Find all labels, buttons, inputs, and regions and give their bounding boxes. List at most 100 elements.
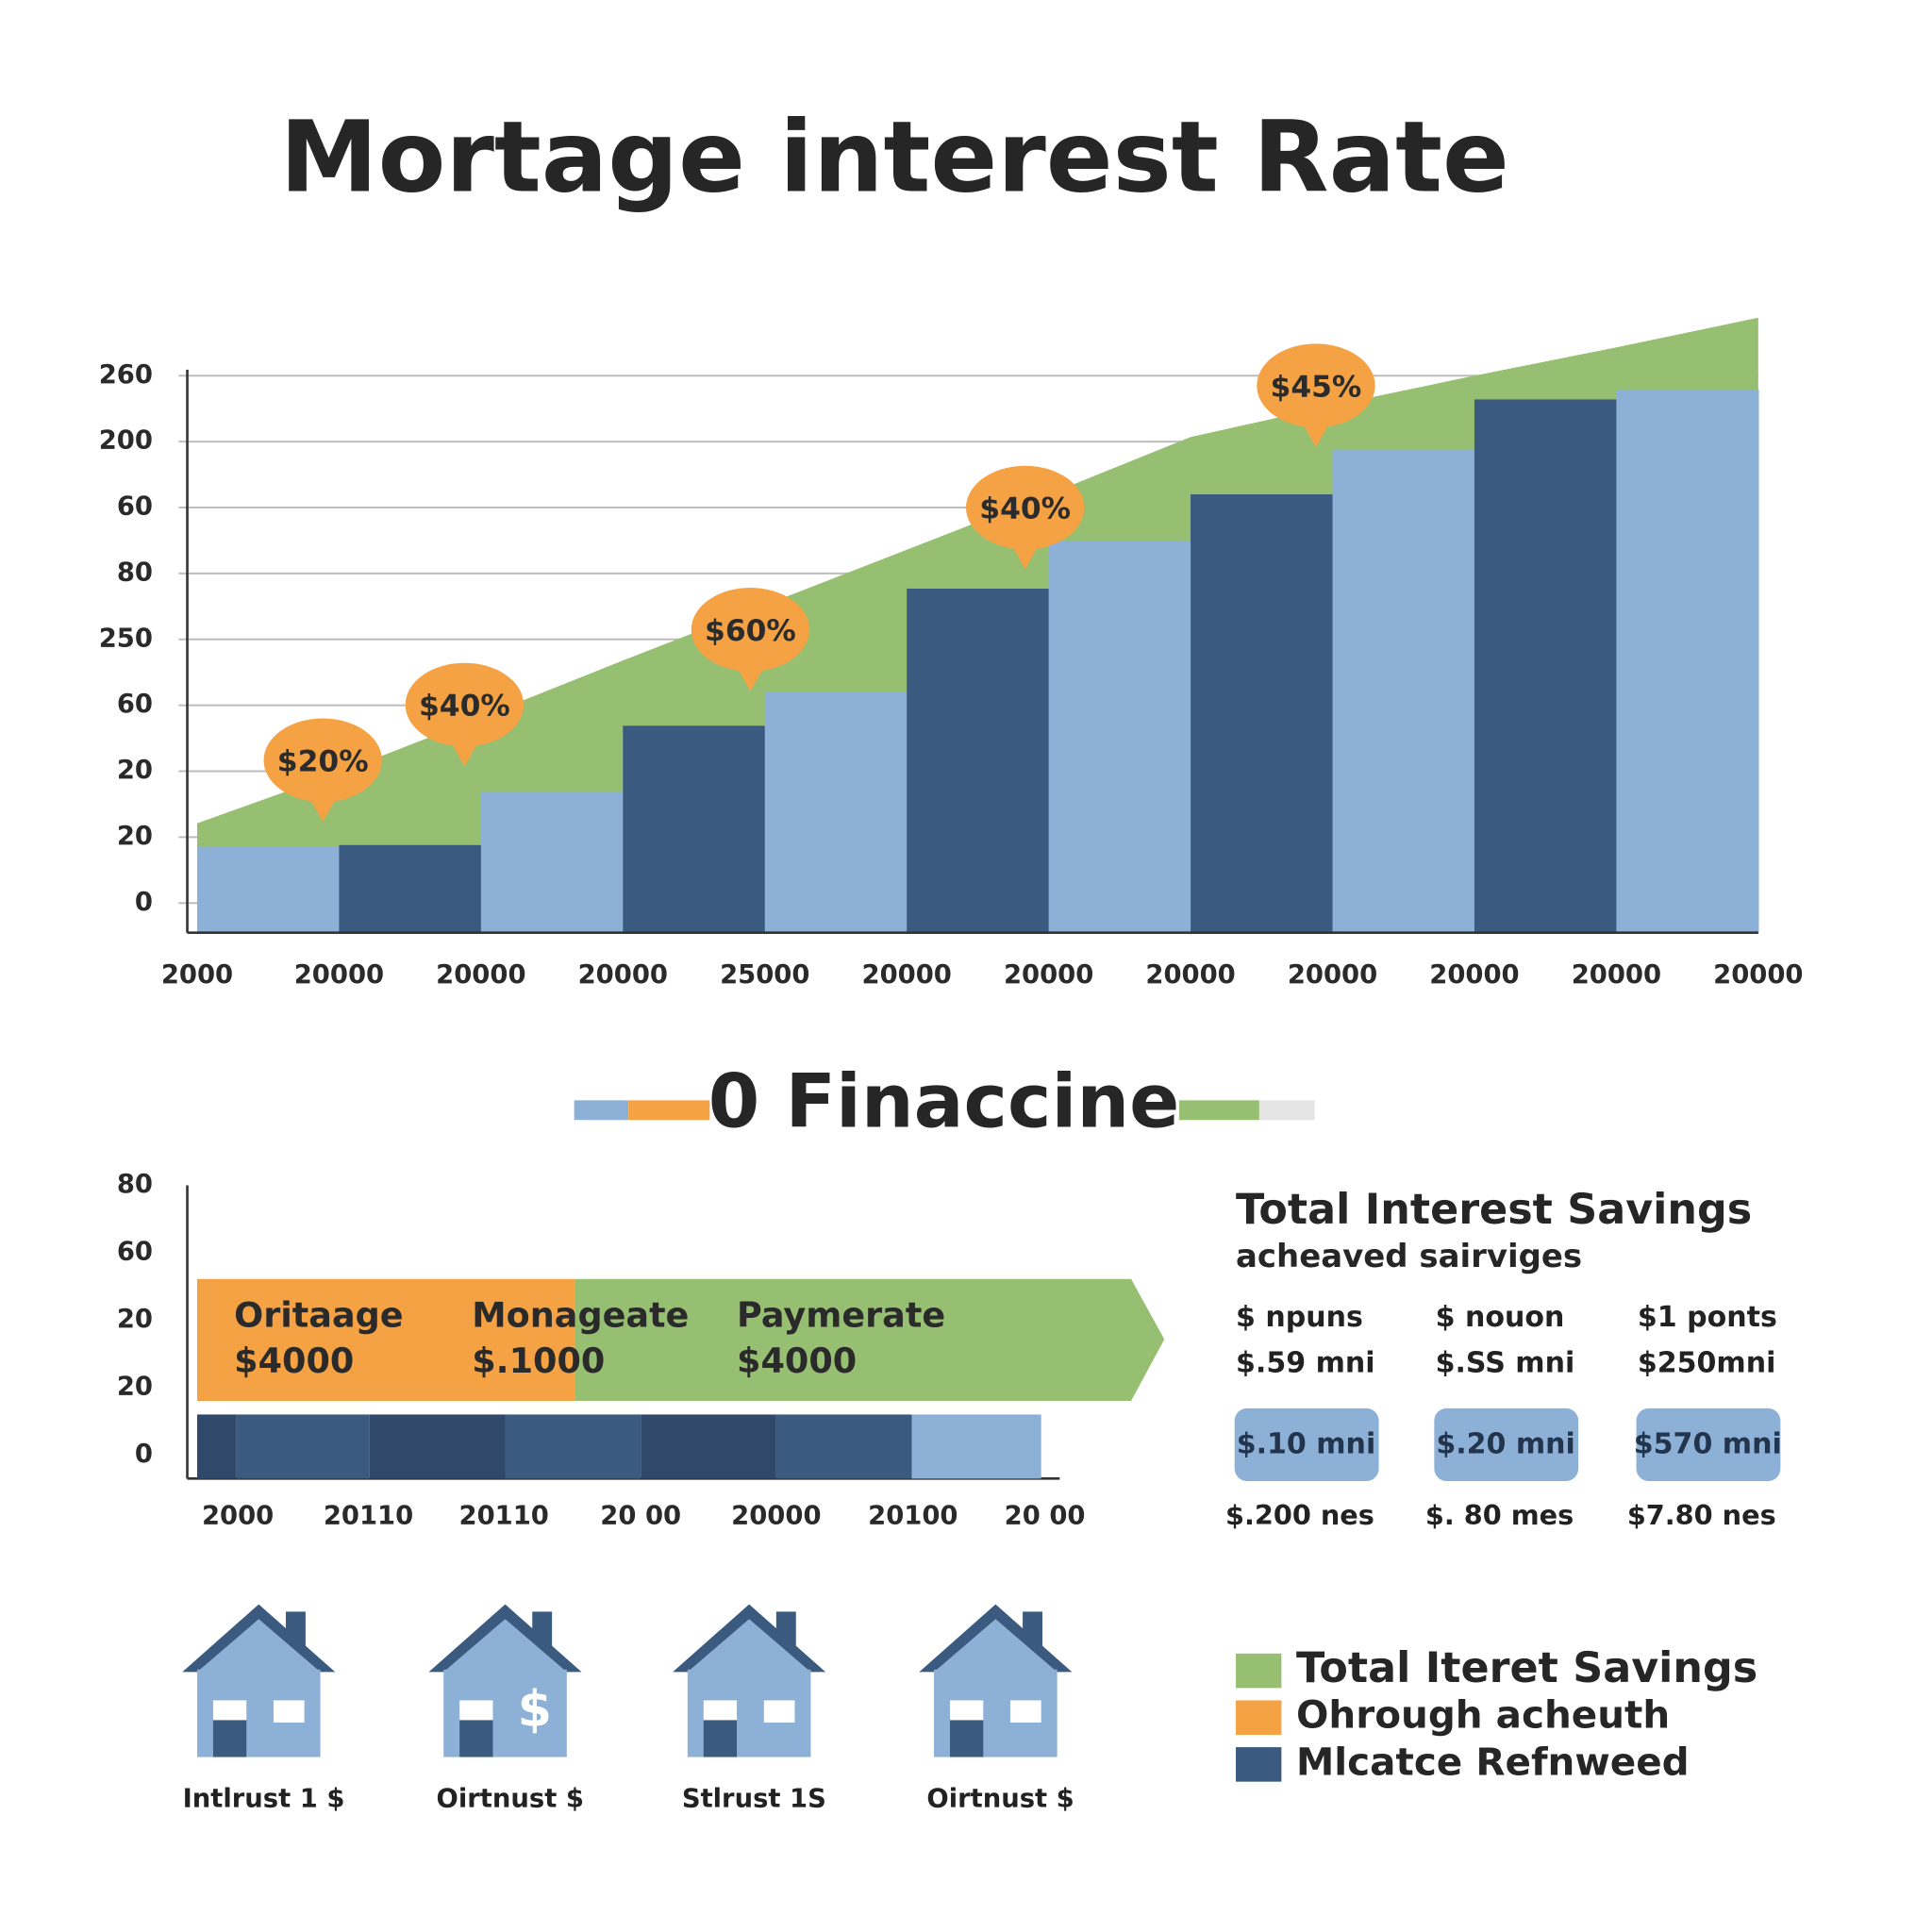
chart-title: Mortage interest Rate <box>280 100 1509 215</box>
bar <box>623 725 766 933</box>
legend-label: Total Iteret Savings <box>1296 1644 1757 1692</box>
banner-amount: $4000 <box>737 1341 857 1381</box>
savings-pill <box>1234 1407 1379 1481</box>
strip <box>1178 1100 1259 1121</box>
x-tick-label: 20 00 <box>1005 1501 1086 1530</box>
timeline-segment <box>236 1414 370 1479</box>
y-tick-label: 80 <box>117 558 153 587</box>
window <box>459 1700 493 1721</box>
dollar-icon: $ <box>518 1682 552 1739</box>
y-tick-label: 250 <box>99 624 153 653</box>
timeline-segment <box>911 1414 1041 1479</box>
bubble <box>263 718 382 803</box>
legend-swatch <box>1236 1747 1282 1782</box>
strip <box>628 1100 710 1121</box>
legend-swatch <box>1236 1653 1282 1689</box>
roof-inner <box>687 1619 811 1673</box>
legend-label: Mlcatce Refnweed <box>1296 1739 1690 1784</box>
bubble <box>405 662 525 747</box>
savings-line: $1 ponts <box>1638 1301 1777 1334</box>
savings-foot: $7.80 nes <box>1627 1499 1776 1531</box>
roof-inner <box>196 1619 321 1673</box>
x-tick-label: 20110 <box>324 1501 413 1530</box>
y-tick-label: 60 <box>117 690 153 719</box>
savings-foot: $.200 nes <box>1225 1499 1374 1531</box>
y-tick-label: 20 <box>117 1305 153 1334</box>
banner-green <box>575 1278 1165 1402</box>
y-tick-label: 60 <box>117 1238 153 1267</box>
section-title: 0 Finaccine <box>708 1058 1180 1144</box>
x-tick-label: 20000 <box>436 960 525 990</box>
x-tick-label: 20000 <box>731 1501 821 1530</box>
house-label: Stlrust 1S <box>682 1785 826 1814</box>
x-tick-label: 20000 <box>1713 960 1803 990</box>
banner-label: Oritaage <box>234 1295 403 1336</box>
house-label: Intlrust 1 $ <box>183 1785 345 1814</box>
x-tick-label: 2000 <box>161 960 233 990</box>
savings-subtitle: acheaved sairviges <box>1236 1238 1582 1275</box>
bar <box>1048 540 1191 933</box>
window <box>703 1700 738 1721</box>
savings-line: $ nouon <box>1436 1301 1565 1334</box>
banner-label: Paymerate <box>737 1295 945 1336</box>
y-tick-label: 20 <box>117 822 153 851</box>
bar <box>907 588 1050 933</box>
banner-label: Monageate <box>472 1295 689 1336</box>
roof-inner <box>443 1619 567 1673</box>
y-tick-label: 260 <box>99 360 153 390</box>
door <box>703 1720 738 1757</box>
legend-label: Ohrough acheuth <box>1296 1692 1670 1738</box>
window <box>763 1700 795 1723</box>
roof-inner <box>934 1619 1058 1673</box>
savings-pill <box>1434 1407 1579 1481</box>
annotation: $40% <box>979 492 1071 526</box>
window <box>212 1700 247 1721</box>
savings-pill-text: $570 mni <box>1634 1428 1782 1461</box>
timeline-segment <box>196 1414 237 1479</box>
x-tick-label: 20 00 <box>600 1501 681 1530</box>
strip <box>1258 1100 1315 1121</box>
timeline-segment <box>775 1414 912 1479</box>
x-tick-label: 20000 <box>578 960 668 990</box>
timeline-segment <box>505 1414 641 1479</box>
bubble <box>1257 343 1375 428</box>
x-tick-label: 20110 <box>459 1501 549 1530</box>
savings-line: $.SS mni <box>1436 1346 1575 1379</box>
y-tick-label: 20 <box>117 1373 153 1402</box>
bar <box>480 791 624 933</box>
savings-line: $.59 mni <box>1236 1346 1375 1379</box>
door <box>212 1720 247 1757</box>
y-tick-label: 20 <box>117 756 153 785</box>
x-tick-label: 20000 <box>862 960 952 990</box>
strip <box>574 1100 629 1121</box>
savings-title: Total Interest Savings <box>1236 1186 1752 1234</box>
banner-amount: $.1000 <box>472 1341 605 1381</box>
annotation: $40% <box>419 690 510 724</box>
door <box>950 1720 984 1757</box>
annotation: $60% <box>705 614 796 648</box>
bubble <box>691 588 810 672</box>
annotation: $45% <box>1271 370 1362 404</box>
y-tick-label: 0 <box>135 1440 153 1469</box>
house-label: Oirtnust $ <box>926 1785 1074 1814</box>
bar <box>1616 389 1759 933</box>
y-tick-label: 60 <box>117 492 153 522</box>
x-tick-label: 25000 <box>720 960 809 990</box>
bubble <box>966 465 1085 550</box>
window <box>273 1700 305 1723</box>
savings-pill <box>1636 1407 1781 1481</box>
y-tick-label: 80 <box>117 1170 153 1199</box>
bar <box>1191 494 1334 933</box>
banner-amount: $4000 <box>234 1341 354 1381</box>
x-tick-label: 20000 <box>1572 960 1661 990</box>
window <box>950 1700 984 1721</box>
x-tick-label: 20000 <box>294 960 384 990</box>
x-tick-label: 20000 <box>1288 960 1377 990</box>
savings-pill-text: $.20 mni <box>1436 1428 1575 1461</box>
x-tick-label: 20000 <box>1004 960 1093 990</box>
x-tick-label: 2000 <box>202 1501 274 1530</box>
legend-swatch <box>1236 1700 1282 1736</box>
timeline-segment <box>369 1414 506 1479</box>
